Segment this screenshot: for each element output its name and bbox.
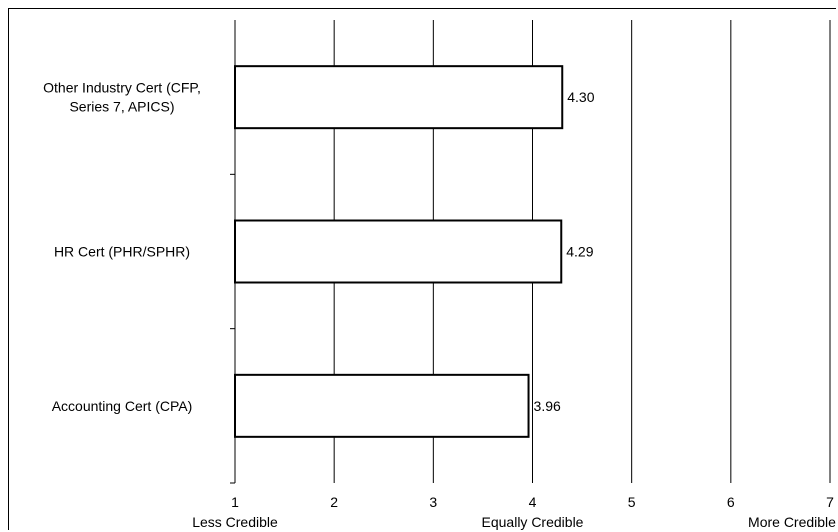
category-label: Accounting Cert (CPA) — [52, 398, 193, 414]
category-label-line: Accounting Cert (CPA) — [52, 398, 193, 414]
category-label-line: Other Industry Cert (CFP, — [43, 80, 201, 96]
bars — [234, 65, 564, 438]
labels: 1 2 3 4 5 6 7 4.30 Other Industry Cert (CFP, Seri… — [43, 80, 836, 530]
bar — [234, 373, 530, 438]
x-tick-label: 7 — [826, 494, 834, 510]
x-tick-label: 2 — [330, 494, 338, 510]
category-label: Other Industry Cert (CFP, Series 7, APICS… — [43, 80, 201, 115]
bar-value-label: 3.96 — [534, 398, 561, 414]
category-label-line: HR Cert (PHR/SPHR) — [54, 244, 190, 260]
chart-frame — [8, 8, 836, 530]
x-tick-label: 1 — [231, 494, 239, 510]
bar — [234, 219, 563, 284]
x-tick-label: 6 — [727, 494, 735, 510]
axis-annotation: Less Credible — [192, 514, 278, 530]
x-tick-label: 5 — [628, 494, 636, 510]
x-tick-label: 3 — [429, 494, 437, 510]
category-label-line: Series 7, APICS) — [69, 99, 174, 115]
axis-annotation: Equally Credible — [482, 514, 584, 530]
axis-annotation: More Credible — [748, 514, 836, 530]
bar — [234, 65, 564, 130]
category-label: HR Cert (PHR/SPHR) — [54, 244, 190, 260]
bar-value-label: 4.30 — [567, 89, 594, 105]
bar-value-label: 4.29 — [566, 244, 593, 260]
x-tick-label: 4 — [529, 494, 537, 510]
